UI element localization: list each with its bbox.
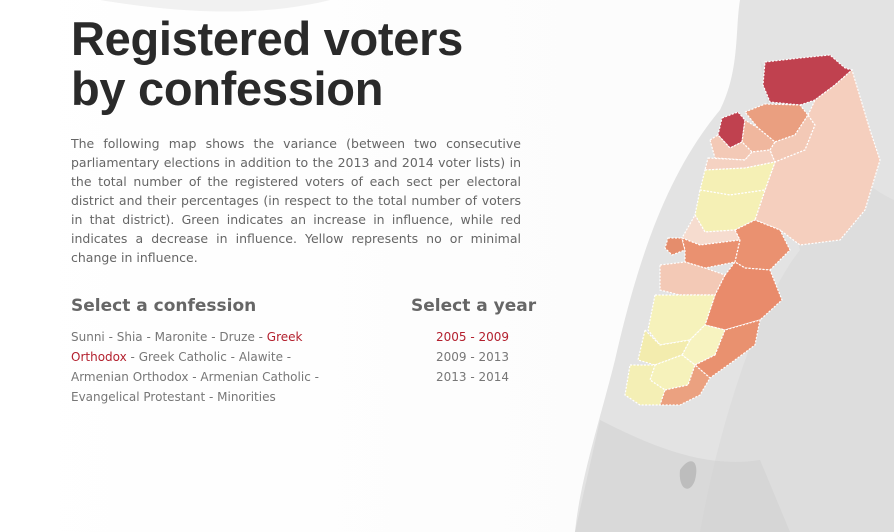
confession-option-sunni[interactable]: Sunni [71, 330, 105, 344]
year-selector: 2005 - 2009 2009 - 2013 2013 - 2014 [436, 327, 509, 387]
lebanon-district-map [624, 54, 881, 406]
page-title: Registered voters by confession [71, 14, 531, 114]
district-baalbek-hermel[interactable] [754, 68, 881, 246]
district-koura[interactable] [709, 134, 753, 161]
district-saida[interactable] [637, 328, 692, 366]
year-option-2009-2013[interactable]: 2009 - 2013 [436, 350, 510, 364]
confession-option-greek-catholic[interactable]: Greek Catholic [138, 350, 227, 364]
confession-option-evangelical-protestant[interactable]: Evangelical Protestant [71, 390, 206, 404]
title-line-2: by confession [71, 62, 384, 115]
confession-option-shia[interactable]: Shia [116, 330, 143, 344]
separator: - [104, 330, 117, 344]
district-aley[interactable] [659, 261, 726, 296]
title-line-1: Registered voters [71, 12, 463, 65]
separator: - [205, 390, 218, 404]
confession-option-armenian-catholic[interactable]: Armenian Catholic [200, 370, 311, 384]
district-akkar[interactable] [762, 54, 854, 106]
separator: - [282, 350, 292, 364]
year-heading: Select a year [411, 296, 537, 316]
year-option-2013-2014[interactable]: 2013 - 2014 [436, 370, 510, 384]
district-zgharta[interactable] [741, 119, 776, 153]
district-nabatieh[interactable] [649, 354, 696, 391]
separator: - [126, 350, 139, 364]
year-option-2005-2009[interactable]: 2005 - 2009 [436, 330, 510, 344]
confession-option-alawite[interactable]: Alawite [238, 350, 283, 364]
confession-selector: Sunni - Shia - Maronite - Druze - Greek … [71, 327, 321, 407]
separator: - [310, 370, 319, 384]
separator: - [142, 330, 155, 344]
district-marjayoun[interactable] [693, 319, 761, 379]
confession-option-greek-orthodox[interactable]: Greek Orthodox [71, 330, 303, 364]
separator: - [226, 350, 239, 364]
confession-heading: Select a confession [71, 296, 257, 316]
separator: - [254, 330, 267, 344]
district-west-bekaa[interactable] [704, 261, 783, 331]
district-bint-jbeil[interactable] [659, 363, 711, 406]
confession-option-armenian-orthodox[interactable]: Armenian Orthodox [71, 370, 189, 384]
confession-option-maronite[interactable]: Maronite [154, 330, 208, 344]
district-beirut[interactable] [664, 237, 686, 256]
district-baabda[interactable] [681, 237, 741, 269]
confession-option-druze[interactable]: Druze [219, 330, 255, 344]
intro-paragraph: The following map shows the variance (be… [71, 136, 521, 265]
separator: - [188, 370, 201, 384]
separator: - [207, 330, 220, 344]
confession-option-minorities[interactable]: Minorities [217, 390, 276, 404]
